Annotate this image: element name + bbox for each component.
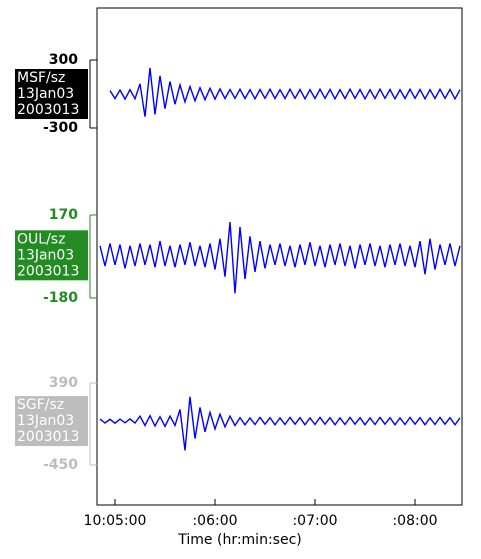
station-label: 2003013 <box>17 263 79 279</box>
y-tick-label: -300 <box>43 120 78 136</box>
x-axis-label: Time (hr:min:sec) <box>177 532 301 548</box>
x-tick-label: :07:00 <box>292 513 337 529</box>
station-label: 2003013 <box>17 102 79 118</box>
waveform <box>109 67 461 117</box>
y-tick-label: -180 <box>43 290 78 306</box>
y-tick-label: 390 <box>49 375 78 391</box>
station-label-box <box>15 230 88 281</box>
x-tick-label: 10:05:00 <box>84 513 147 529</box>
y-tick-label: 170 <box>49 207 78 223</box>
station-label: MSF/sz <box>17 70 65 86</box>
x-tick-label: :06:00 <box>192 513 237 529</box>
waveform <box>99 222 461 294</box>
station-label: 2003013 <box>17 429 79 445</box>
station-label-box <box>15 69 88 119</box>
waveform <box>99 396 461 451</box>
station-label: 13Jan03 <box>17 86 74 102</box>
y-tick-label: -450 <box>43 457 78 473</box>
y-tick-label: 300 <box>49 52 78 68</box>
station-label: SGF/sz <box>17 397 64 413</box>
x-tick-label: :08:00 <box>392 513 437 529</box>
plot-frame <box>96 7 463 506</box>
station-label: 13Jan03 <box>17 413 74 429</box>
station-label-box <box>15 396 88 447</box>
station-label: OUL/sz <box>17 231 65 247</box>
station-label: 13Jan03 <box>17 247 74 263</box>
